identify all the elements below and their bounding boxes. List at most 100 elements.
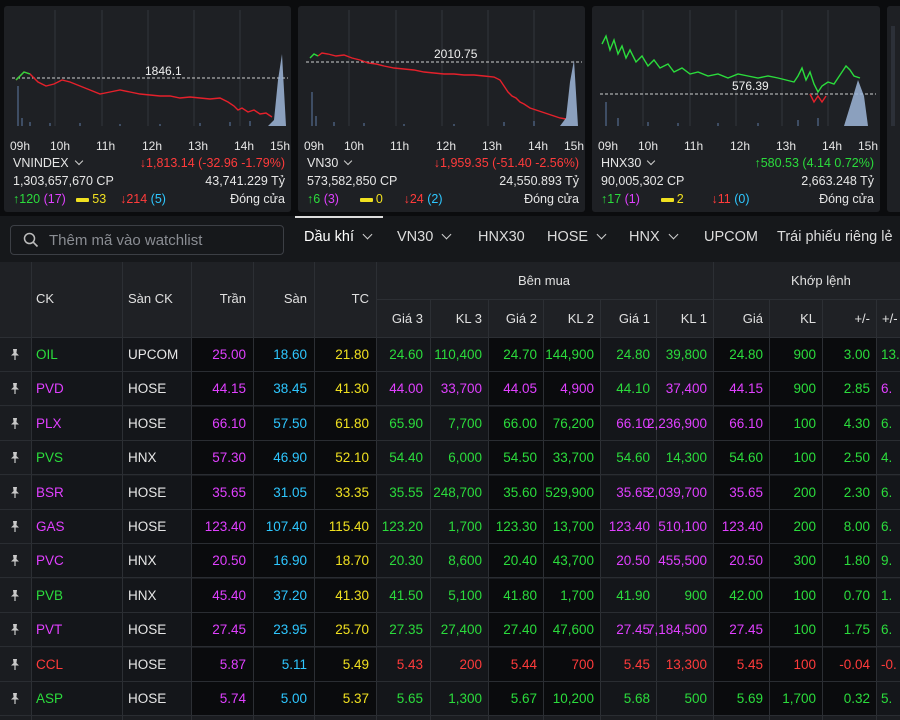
pin-icon[interactable] [0,372,31,406]
ck-cell[interactable]: CCL [36,656,64,672]
tab-trai-phieu-rieng-le[interactable]: Trái phiếu riêng lẻ [777,229,893,245]
bid-price-3-cell: 44.00 [389,381,423,397]
pin-icon[interactable] [0,613,31,647]
bid-volume-3-cell: 1,300 [448,691,482,706]
bid-volume-1-cell: 14,300 [665,450,707,466]
header-ck[interactable]: CK [36,291,55,306]
index-name[interactable]: VN30 [307,156,353,170]
tab-dau-khi[interactable]: Dầu khí [304,229,373,245]
index-name[interactable]: HNX30 [601,156,656,170]
exchange-cell: HOSE [128,622,167,638]
table-row[interactable]: CCL HOSE 5.87 5.11 5.49 5.43 200 5.44 700 5.45 13,… [0,647,900,682]
reference-price-cell: 41.30 [335,587,369,603]
table-row[interactable]: PVT HOSE 27.45 23.95 25.70 27.35 27,400 27.40 47… [0,613,900,648]
change-percent-cell: 13. [881,347,900,362]
match-volume-cell: 300 [793,553,816,569]
pin-icon[interactable] [0,510,31,543]
ck-cell[interactable]: PVT [36,622,63,638]
ck-cell[interactable]: PLX [36,415,62,431]
header-change-percent[interactable]: +/- [882,311,898,326]
change-cell: 2.85 [843,381,870,397]
pin-icon[interactable] [0,338,31,371]
ck-cell[interactable]: GAS [36,519,65,534]
reference-price-cell: 52.10 [335,450,369,466]
header-tc[interactable]: TC [351,291,369,306]
table-row[interactable]: PVD HOSE 44.15 38.45 41.30 44.00 33,700 44.05 4,… [0,372,900,407]
ck-cell[interactable]: PVS [36,450,64,466]
tab-hnx30[interactable]: HNX30 [478,229,525,245]
table-row[interactable]: BSR HOSE 35.65 31.05 33.35 35.55 248,700 35.60 5… [0,475,900,510]
tab-hnx[interactable]: HNX [629,229,679,245]
index-panels: 1846.1 09h 10h 11h 12h 13h 14h 15h VNIND… [0,0,900,216]
match-price-cell: 27.45 [729,622,763,638]
header-kl3[interactable]: KL 3 [455,311,482,326]
header-gia1[interactable]: Giá 1 [618,311,650,326]
reference-price-cell: 18.70 [335,553,369,569]
header-change[interactable]: +/- [854,311,870,326]
tick-label: 12h [436,139,457,153]
ck-cell[interactable]: PVB [36,587,64,603]
index-chart[interactable]: 2010.75 [304,10,582,126]
exchange-cell: UPCOM [128,347,179,362]
tick-label: 13h [188,139,209,153]
index-panel-next[interactable] [887,6,900,212]
reference-price-cell: 33.35 [335,484,369,500]
tick-label: 12h [142,139,163,153]
bid-price-2-cell: 123.30 [495,519,537,534]
pin-icon[interactable] [0,406,31,440]
bid-volume-3-cell: 27,400 [440,622,482,638]
header-gia3[interactable]: Giá 3 [391,311,423,326]
reference-price-cell: 41.30 [335,381,369,397]
change-percent-cell: 9. [881,553,893,569]
header-kl2[interactable]: KL 2 [567,311,594,326]
exchange-cell: HNX [128,587,157,603]
bid-price-1-cell: 44.10 [616,381,650,397]
bid-price-1-cell: 24.80 [616,347,650,362]
pin-icon[interactable] [0,647,31,681]
index-chart[interactable]: 1846.1 [10,10,288,126]
pin-icon[interactable] [0,544,31,578]
header-gia2[interactable]: Giá 2 [505,311,537,326]
header-kl1[interactable]: KL 1 [680,311,707,326]
pin-icon[interactable] [0,475,31,509]
table-row[interactable]: GAS HOSE 123.40 107.40 115.40 123.20 1,700 123.… [0,510,900,544]
pin-icon[interactable] [0,578,31,612]
table-row[interactable]: PVS HNX 57.30 46.90 52.10 54.40 6,000 54.50 33,7… [0,441,900,476]
index-panel-vnindex[interactable]: 1846.1 09h 10h 11h 12h 13h 14h 15h VNIND… [4,6,291,212]
header-san[interactable]: Sàn [283,291,307,306]
header-tran[interactable]: Trần [219,291,246,306]
change-cell: 0.70 [843,587,870,603]
ck-cell[interactable]: PVC [36,553,64,569]
pin-icon[interactable] [0,441,31,475]
watchlist-search[interactable] [10,225,284,255]
ck-cell[interactable]: BSR [36,484,64,500]
bid-price-2-cell: 35.60 [503,484,537,500]
tab-vn30[interactable]: VN30 [397,229,452,245]
table-row[interactable]: OIL UPCOM 25.00 18.60 21.80 24.60 110,400 24.70… [0,338,900,372]
ck-cell[interactable]: PVD [36,381,64,397]
tick-label: 14h [822,139,843,153]
tab-upcom[interactable]: UPCOM [704,229,758,245]
exchange-cell: HOSE [128,484,167,500]
header-san-ck[interactable]: Sàn CK [128,291,173,306]
match-volume-cell: 100 [793,622,816,638]
watchlist-search-input[interactable] [49,230,279,250]
pin-icon[interactable] [0,682,31,715]
index-panel-vn30[interactable]: 2010.75 09h 10h 11h 12h 13h 14h 15h VN30… [298,6,585,212]
index-name[interactable]: VNINDEX [13,156,83,170]
change-cell: 1.75 [843,622,870,638]
header-kl[interactable]: KL [800,311,816,326]
table-row[interactable]: ASP HOSE 5.74 5.00 5.37 5.65 1,300 5.67 10,200 5.… [0,682,900,716]
bid-price-2-cell: 5.67 [510,691,537,706]
tick-label: 14h [234,139,255,153]
index-panel-hnx30[interactable]: 576.39 09h 10h 11h 12h 13h 14h 15h HNX30… [592,6,880,212]
header-gia[interactable]: Giá [742,311,763,326]
table-row[interactable]: PVC HNX 20.50 16.90 18.70 20.30 8,600 20.40 43,7… [0,544,900,579]
ck-cell[interactable]: OIL [36,347,58,362]
table-row[interactable]: PLX HOSE 66.10 57.50 61.80 65.90 7,700 66.00 76,… [0,406,900,441]
match-price-cell: 54.60 [729,450,763,466]
index-chart[interactable]: 576.39 [598,10,876,126]
ck-cell[interactable]: ASP [36,691,64,706]
table-row[interactable]: PVB HNX 45.40 37.20 41.30 41.50 5,100 41.80 1,70… [0,578,900,613]
tab-hose[interactable]: HOSE [547,229,607,245]
